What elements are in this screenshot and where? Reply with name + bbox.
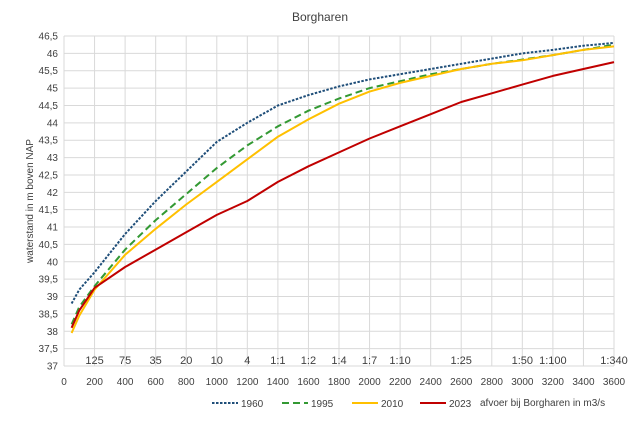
return-period-label: 1:50 [512,355,533,367]
y-tick-label: 44,5 [39,101,59,112]
x-tick-label: 3600 [603,377,626,388]
y-tick-label: 41 [47,223,59,234]
y-axis-title: waterstand in m boven NAP [25,139,36,264]
y-tick-label: 41,5 [39,205,59,216]
return-period-label: 35 [150,355,162,367]
x-tick-label: 2800 [481,377,504,388]
y-tick-label: 45,5 [39,66,59,77]
x-tick-label: 600 [147,377,164,388]
y-tick-label: 39,5 [39,275,59,286]
y-tick-label: 43,5 [39,136,59,147]
y-tick-label: 38 [47,327,59,338]
series-line-2010 [70,45,615,334]
return-period-label: 10 [211,355,223,367]
y-tick-label: 38,5 [39,309,59,320]
x-tick-label: 2600 [450,377,473,388]
return-period-label: 1:25 [451,355,472,367]
legend-label-2010: 2010 [381,399,404,410]
y-tick-label: 40 [47,257,59,268]
series-lines [70,41,615,334]
legend-label-2023: 2023 [449,399,472,410]
return-period-label: 1:4 [331,355,346,367]
return-period-label: 1:2 [301,355,316,367]
return-period-label: 125 [85,355,103,367]
series-line-2023 [70,61,615,329]
x-tick-label: 3200 [542,377,565,388]
x-tick-label: 2200 [389,377,412,388]
legend-label-1960: 1960 [241,399,264,410]
return-period-label: 75 [119,355,131,367]
y-tick-label: 46,5 [39,32,59,43]
y-tick-label: 40,5 [39,240,59,251]
return-period-label: 1:7 [362,355,377,367]
legend-label-1995: 1995 [311,399,334,410]
y-tick-label: 37 [47,362,59,373]
x-tick-label: 1800 [328,377,351,388]
y-tick-label: 39 [47,292,59,303]
x-tick-label: 1600 [297,377,320,388]
x-tick-label: 1200 [236,377,259,388]
return-period-label: 1:100 [539,355,567,367]
y-tick-label: 45 [47,84,59,95]
y-tick-label: 44 [47,118,59,129]
x-tick-label: 1000 [206,377,229,388]
x-tick-label: 2400 [420,377,443,388]
return-period-label: 4 [244,355,250,367]
legend: 1960 1995 2010 2023 [212,399,472,410]
x-tick-label: 400 [117,377,134,388]
series-line-1960 [70,41,615,304]
x-tick-label: 1400 [267,377,290,388]
gridlines [63,35,615,367]
chart-title: Borgharen [292,10,348,24]
x-tick-labels: 0 200 400 600 800 1000 1200 1400 1600 1800 2000 220… [61,377,625,388]
return-period-label: 1:10 [389,355,410,367]
y-tick-label: 42,5 [39,170,59,181]
y-tick-label: 46 [47,49,59,60]
return-period-label: 20 [180,355,192,367]
y-tick-labels: 37 37,5 38 38,5 39 39,5 40 40,5 41 41,5 42 42,5 43 43… [39,32,59,373]
y-tick-label: 43 [47,153,59,164]
series-line-1995 [70,43,615,325]
x-tick-label: 3000 [511,377,534,388]
return-period-labels: 125 75 35 20 10 4 1:1 1:2 1:4 1:7 1:10 1:25 1:50 1:10… [85,355,627,367]
x-tick-label: 3400 [572,377,595,388]
x-tick-label: 2000 [358,377,381,388]
x-axis-title: afvoer bij Borgharen in m3/s [480,398,605,409]
x-tick-label: 200 [86,377,103,388]
y-tick-label: 37,5 [39,344,59,355]
y-tick-label: 42 [47,188,59,199]
return-period-label: 1:340 [600,355,628,367]
x-tick-label: 800 [178,377,195,388]
x-tick-label: 0 [61,377,67,388]
return-period-label: 1:1 [270,355,285,367]
